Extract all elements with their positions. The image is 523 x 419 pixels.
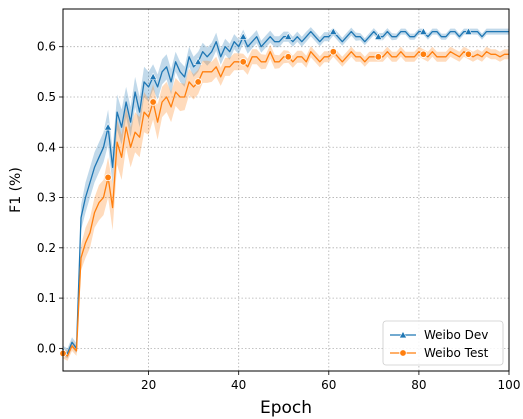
legend-box [382,320,504,366]
x-tick-label: 60 [321,378,336,392]
weibo-dev-marker [419,27,428,35]
y-tick-label: 0.0 [37,341,56,355]
weibo-dev-marker [194,57,203,65]
weibo-dev-marker [239,32,248,40]
weibo-test-marker [419,50,428,58]
x-tick-label: 80 [411,378,426,392]
weibo-test-marker [194,78,202,86]
legend-label-weibo-dev: Weibo Dev [424,328,488,342]
weibo-test-marker [374,53,383,61]
legend: Weibo Dev Weibo Test [382,320,504,366]
legend-marker-weibo-dev [398,330,408,339]
weibo-dev-marker [103,122,113,131]
x-axis: 20 40 60 80 100 [141,371,520,392]
weibo-dev-marker [374,32,383,40]
y-tick-label: 0.2 [37,241,56,255]
weibo-test-marker [284,53,292,61]
weibo-test-marker [149,98,157,106]
weibo-dev-marker [329,27,338,35]
y-axis-title: F1 (%) [8,167,24,213]
y-axis: 0.0 0.1 0.2 0.3 0.4 0.5 0.6 [37,40,63,355]
weibo-test-marker [464,50,473,58]
x-tick-label: 40 [231,378,246,392]
y-tick-label: 0.1 [37,291,56,305]
y-tick-label: 0.4 [37,140,56,154]
weibo-test-marker [329,48,338,56]
weibo-dev-marker [284,32,293,40]
x-axis-title: Epoch [260,398,312,418]
x-tick-label: 100 [498,378,521,392]
y-tick-label: 0.3 [37,191,56,205]
y-tick-label: 0.6 [37,40,56,54]
weibo-test-marker [104,173,112,182]
weibo-dev-marker [464,27,473,35]
legend-marker-weibo-test [399,349,407,357]
x-tick-label: 20 [141,378,156,392]
y-tick-label: 0.5 [37,90,56,104]
legend-label-weibo-test: Weibo Test [424,346,489,360]
plot-background [63,9,509,371]
weibo-test-marker [239,58,247,66]
weibo-dev-marker [148,72,158,81]
plot-frame [62,8,510,372]
